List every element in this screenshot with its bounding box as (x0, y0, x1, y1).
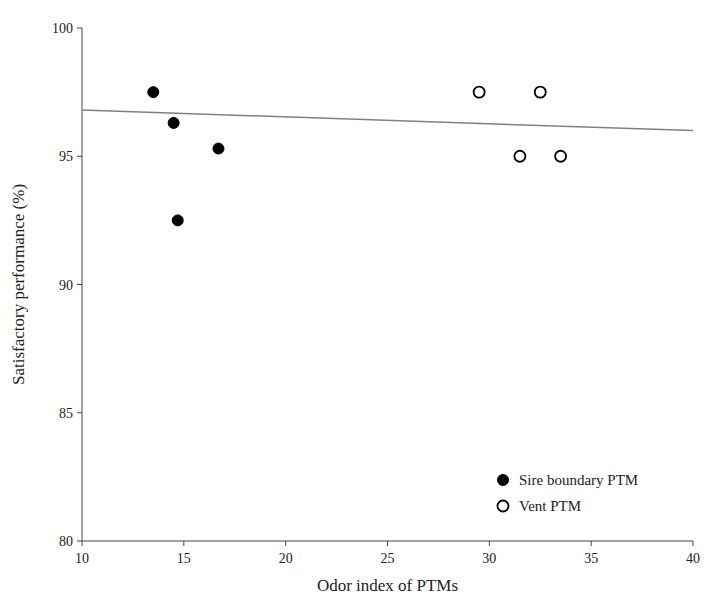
x-tick-label: 25 (381, 551, 395, 566)
x-tick-label: 20 (279, 551, 293, 566)
point (172, 215, 183, 226)
x-tick (183, 541, 184, 546)
point (514, 151, 525, 162)
x-tick (591, 541, 592, 546)
y-tick-label: 90 (59, 278, 73, 293)
x-tick-label: 40 (686, 551, 700, 566)
y-tick-label: 100 (52, 21, 73, 36)
x-tick-label: 30 (482, 551, 496, 566)
x-tick-label: 10 (75, 551, 89, 566)
x-tick (82, 541, 83, 546)
point (555, 151, 566, 162)
legend-label: Vent PTM (519, 498, 581, 514)
y-tick-label: 95 (59, 149, 73, 164)
legend-label: Sire boundary PTM (519, 472, 638, 488)
y-tick (77, 541, 82, 542)
y-axis-label: Satisfactory performance (%) (9, 184, 28, 385)
x-tick-label: 15 (177, 551, 191, 566)
point (148, 87, 159, 98)
x-tick (387, 541, 388, 546)
y-tick-label: 80 (59, 534, 73, 549)
axes: 10 15 20 25 30 35 40 80 85 90 95 100 (52, 21, 700, 566)
x-tick (489, 541, 490, 546)
lines (82, 110, 693, 131)
trend-line (82, 110, 693, 131)
point (535, 87, 546, 98)
point (474, 87, 485, 98)
chart: 10 15 20 25 30 35 40 80 85 90 95 100 Odor index of P… (0, 0, 723, 613)
point (213, 143, 224, 154)
y-tick-label: 85 (59, 406, 73, 421)
point (168, 117, 179, 128)
y-tick (77, 412, 82, 413)
x-tick (693, 541, 694, 546)
legend-symbol (498, 501, 509, 512)
x-tick (285, 541, 286, 546)
y-tick (77, 156, 82, 157)
x-axis-label: Odor index of PTMs (317, 576, 458, 595)
points (148, 87, 566, 226)
x-tick-label: 35 (584, 551, 598, 566)
legend: Sire boundary PTM Vent PTM (498, 472, 639, 514)
y-tick (77, 28, 82, 29)
plot-area (82, 87, 693, 226)
legend-symbol (498, 475, 509, 486)
y-tick (77, 284, 82, 285)
